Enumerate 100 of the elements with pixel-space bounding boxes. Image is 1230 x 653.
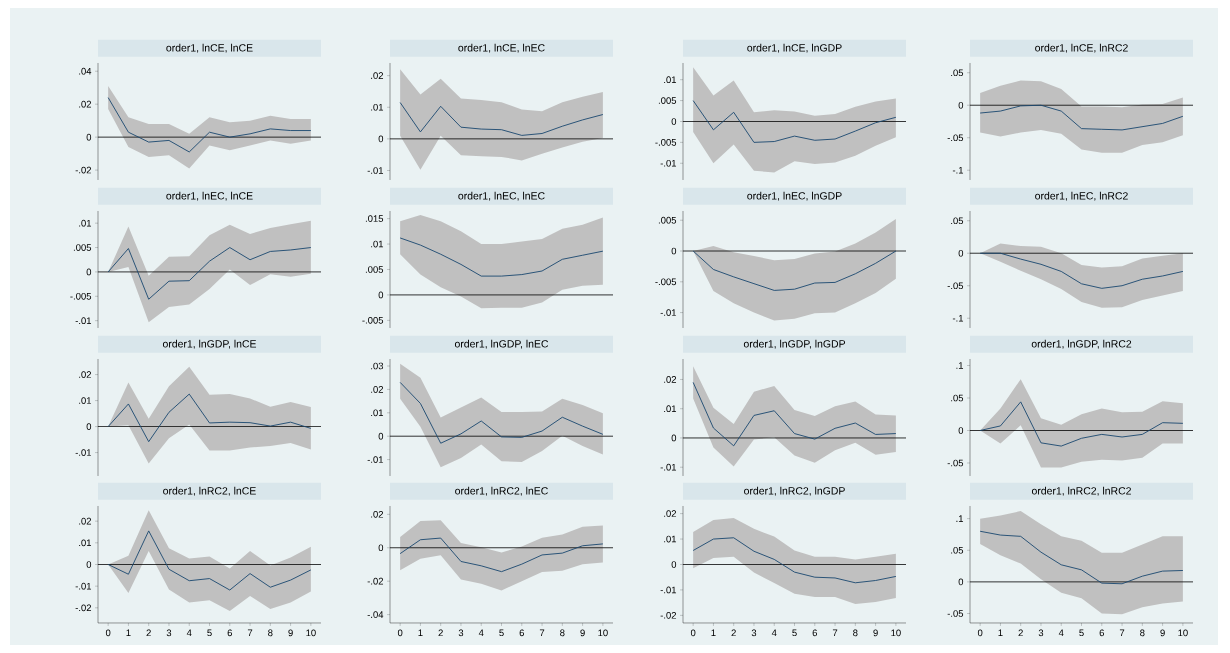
y-tick-label: .005 [73,244,92,251]
y-tick-label: -.01 [367,456,384,463]
x-tick-label: 2 [731,629,736,637]
x-tick-label: 7 [832,629,838,637]
y-tick-label: -.005 [362,317,384,324]
y-tick-label: .03 [371,362,384,370]
x-tick-label: 7 [1119,629,1125,637]
x-tick-label: 5 [1079,629,1084,637]
y-tick-label: -.1 [952,166,964,174]
y-tick-label: .05 [951,217,964,225]
y-tick-label: .02 [79,371,92,378]
chart-title: order1, lnEC, lnGDP [747,191,842,201]
y-tick-label: 0 [378,544,384,552]
y-tick-label: 0 [86,423,92,430]
x-tick-label: 7 [539,629,545,637]
x-tick-label: 1 [711,629,716,637]
y-tick-label: .02 [79,517,92,525]
y-tick-label: -.005 [655,278,677,286]
y-tick-label: .1 [956,362,964,369]
y-tick-label: 0 [958,249,964,257]
y-tick-label: -.02 [75,166,92,174]
x-tick-label: 10 [891,629,901,637]
x-tick-label: 8 [853,629,858,637]
x-tick-label: 1 [998,629,1003,637]
y-tick-label: .04 [79,67,92,75]
y-tick-label: .01 [79,397,92,404]
y-tick-label: .015 [365,215,384,222]
y-tick-label: -.05 [947,459,964,467]
chart-title: order1, lnGDP, lnGDP [743,339,846,349]
x-tick-label: 9 [580,629,585,637]
x-tick-label: 9 [873,629,878,637]
chart-title: order1, lnCE, lnRC2 [1035,43,1128,53]
x-tick-label: 9 [1160,629,1165,637]
y-tick-label: .05 [951,546,964,554]
chart-title: order1, lnCE, lnEC [458,43,545,53]
y-tick-label: -.04 [367,611,384,618]
y-tick-label: -.05 [947,134,964,142]
y-tick-label: -.01 [75,582,92,590]
chart-title: order1, lnGDP, lnRC2 [1031,339,1132,349]
x-tick-label: 1 [126,629,131,637]
x-tick-label: 0 [105,629,111,637]
y-tick-label: -.05 [947,282,964,290]
x-tick-label: 5 [792,629,797,637]
x-tick-label: 4 [1058,629,1064,637]
y-tick-label: .01 [371,409,384,417]
x-tick-label: 6 [227,629,232,637]
x-tick-label: 5 [207,629,212,637]
y-tick-label: .01 [664,405,677,413]
x-tick-label: 4 [186,629,192,637]
chart-title: order1, lnEC, lnCE [166,191,253,201]
y-tick-label: .005 [658,216,677,224]
x-tick-label: 4 [771,629,777,637]
chart-title: order1, lnCE, lnCE [166,43,253,53]
x-tick-label: 4 [478,629,484,637]
y-tick-label: -.01 [660,159,677,167]
x-tick-label: 6 [812,629,817,637]
y-tick-label: -.005 [70,292,92,300]
y-tick-label: .05 [951,69,964,77]
x-tick-label: 10 [1178,629,1188,637]
y-tick-label: .005 [365,266,384,273]
x-tick-label: 8 [268,629,273,637]
chart-title: order1, lnRC2, lnCE [163,486,256,496]
y-tick-label: .02 [371,386,384,393]
x-tick-label: 2 [146,629,151,637]
y-tick-label: -.05 [947,610,964,617]
y-tick-label: -.01 [660,586,677,594]
y-tick-label: -.01 [75,449,92,456]
chart-title: order1, lnEC, lnRC2 [1035,191,1128,201]
y-tick-label: .01 [79,539,92,547]
x-tick-label: 0 [690,629,696,637]
x-tick-label: 10 [306,629,316,637]
x-tick-label: 7 [247,629,253,637]
y-tick-label: 0 [86,561,92,568]
x-tick-label: 2 [1018,629,1023,637]
x-tick-label: 2 [438,629,443,637]
x-tick-label: 0 [977,629,983,637]
chart-title: order1, lnGDP, lnCE [162,339,257,349]
y-tick-label: .02 [371,72,384,79]
y-tick-label: -.1 [952,314,964,322]
y-tick-label: 0 [671,561,677,568]
chart-title: order1, lnRC2, lnEC [455,486,548,496]
y-tick-label: -.01 [367,167,384,174]
y-tick-label: -.02 [367,577,384,585]
chart-title: order1, lnRC2, lnRC2 [1031,486,1131,496]
x-tick-label: 3 [751,629,757,637]
chart-title: order1, lnRC2, lnGDP [744,486,845,496]
chart-title: order1, lnGDP, lnEC [454,339,549,349]
x-tick-label: 6 [519,629,524,637]
y-tick-label: -.02 [660,612,677,619]
y-tick-label: 0 [671,118,677,125]
y-tick-label: .02 [371,510,384,518]
x-tick-label: 1 [418,629,423,637]
y-tick-label: .05 [951,394,964,402]
x-tick-label: 3 [1038,629,1044,637]
y-tick-label: .01 [371,240,384,248]
y-tick-label: 0 [671,247,677,255]
y-tick-label: 0 [86,133,92,141]
y-tick-label: -.01 [660,463,677,471]
y-tick-label: -.01 [660,309,677,316]
chart-title: order1, lnEC, lnEC [458,191,545,201]
